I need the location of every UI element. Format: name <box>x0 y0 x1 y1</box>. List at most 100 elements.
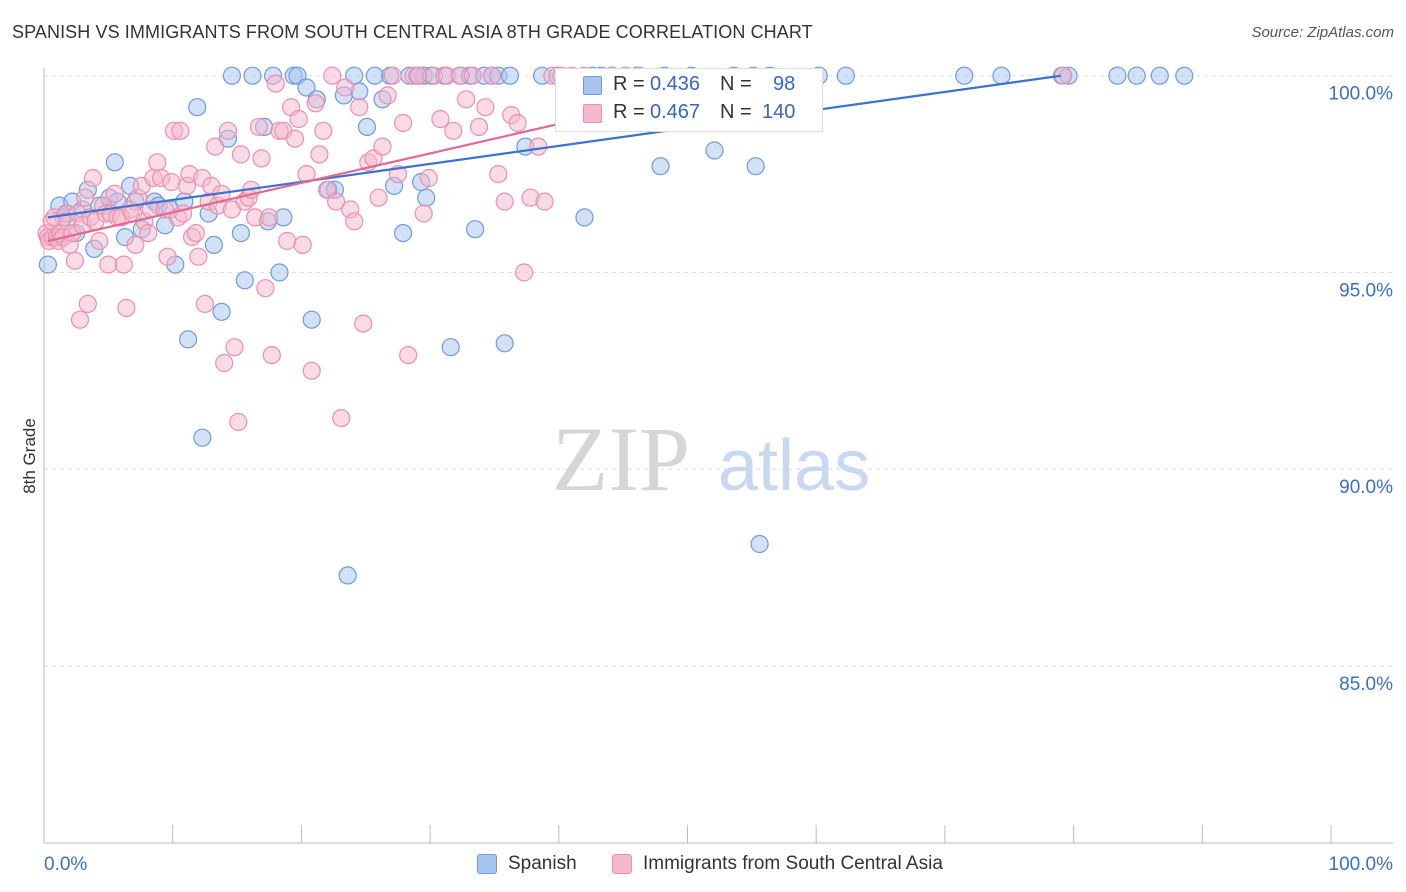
immigrants-point <box>336 78 355 97</box>
immigrants-point <box>195 294 214 313</box>
immigrants-point <box>373 137 392 156</box>
immigrants-point <box>350 98 369 117</box>
immigrants-point <box>414 204 433 223</box>
spanish-point <box>495 334 514 353</box>
immigrants-point <box>310 145 329 164</box>
immigrants-point <box>302 361 321 380</box>
immigrants-point <box>252 149 271 168</box>
watermark-atlas: atlas <box>718 426 870 506</box>
y-tick-label: 85.0% <box>1339 674 1393 695</box>
spanish-point <box>357 117 377 137</box>
immigrants-point <box>126 235 145 254</box>
immigrants-point <box>369 188 388 207</box>
immigrants-point <box>114 255 133 274</box>
immigrants-point <box>383 66 402 85</box>
spanish-point <box>1150 66 1169 85</box>
source-label: Source: ZipAtlas.com <box>1251 24 1394 41</box>
immigrants-point <box>139 224 158 243</box>
spanish-point <box>1127 66 1146 85</box>
spanish-point <box>204 235 223 254</box>
x-tick-label-max: 100.0% <box>1329 854 1394 875</box>
immigrants-point <box>171 121 190 140</box>
immigrants-point <box>90 231 109 251</box>
immigrants-point <box>260 208 279 227</box>
immigrants-point <box>293 235 312 254</box>
spanish-point <box>243 66 262 85</box>
immigrants-point <box>327 192 346 211</box>
immigrants-point <box>345 212 364 231</box>
stats-legend-row-immigrants: R = 0.467 N = 140 <box>556 101 822 127</box>
n-value-spanish: 98 <box>773 73 796 95</box>
immigrants-point <box>419 168 438 188</box>
y-tick-labels: 100.0% 95.0% 90.0% 85.0% <box>1329 84 1394 695</box>
spanish-point <box>466 220 485 239</box>
spanish-point <box>746 157 765 176</box>
spanish-point <box>231 224 250 243</box>
spanish-point <box>394 224 413 243</box>
n-label: N = <box>720 101 752 123</box>
immigrants-point <box>249 117 268 137</box>
axes <box>43 68 1393 844</box>
n-label: N = <box>720 73 752 95</box>
spanish-point <box>270 263 289 282</box>
immigrants-point <box>117 298 136 317</box>
immigrants-point <box>463 66 482 85</box>
y-tick-label: 100.0% <box>1329 84 1394 105</box>
spanish-point <box>651 157 670 176</box>
spanish-point <box>575 208 594 227</box>
immigrants-point <box>158 247 177 266</box>
spanish-point <box>297 78 316 97</box>
immigrants-point <box>495 192 514 211</box>
spanish-point <box>500 66 519 85</box>
immigrants-point <box>262 346 281 365</box>
immigrants-point <box>206 137 225 156</box>
stats-legend-row-spanish: R = 0.436 N = 98 <box>556 73 822 99</box>
y-tick-label: 90.0% <box>1339 477 1393 498</box>
immigrants-point <box>186 224 205 243</box>
spanish-point <box>193 428 212 447</box>
spanish-point <box>38 255 58 274</box>
immigrants-swatch <box>583 104 602 123</box>
spanish-swatch <box>583 76 602 95</box>
immigrants-point <box>306 94 325 113</box>
immigrants-point <box>469 117 489 137</box>
r-value-immigrants: 0.467 <box>650 101 701 123</box>
immigrants-point <box>256 279 275 298</box>
spanish-point <box>417 188 436 207</box>
series-immigrants-points <box>37 66 1073 432</box>
immigrants-point <box>76 188 95 207</box>
immigrants-point <box>148 153 167 172</box>
immigrants-point <box>229 412 248 432</box>
legend-label-spanish: Spanish <box>508 853 577 874</box>
spanish-swatch <box>477 854 497 874</box>
spanish-point <box>302 310 321 329</box>
immigrants-point <box>78 294 97 313</box>
immigrants-point <box>529 137 548 156</box>
immigrants-point <box>285 129 305 148</box>
immigrants-point <box>218 121 238 140</box>
r-value-spanish: 0.436 <box>650 73 701 95</box>
spanish-point <box>105 153 124 172</box>
x-tick-label-min: 0.0% <box>44 854 87 875</box>
immigrants-point <box>278 231 297 251</box>
immigrants-point <box>266 74 285 93</box>
immigrants-point <box>508 113 527 133</box>
immigrants-point <box>489 165 508 184</box>
n-value-immigrants: 140 <box>762 101 796 123</box>
immigrants-point <box>444 121 463 140</box>
immigrants-swatch <box>612 854 632 874</box>
immigrants-point <box>65 251 85 270</box>
immigrants-point <box>323 66 342 85</box>
spanish-point <box>1108 66 1127 85</box>
immigrants-point <box>215 353 234 373</box>
immigrants-point <box>482 66 501 85</box>
r-label: R = <box>613 73 645 95</box>
immigrants-point <box>105 184 124 203</box>
spanish-point <box>705 141 724 160</box>
stats-legend: R = 0.436 N = 98 R = 0.467 N = 140 <box>555 68 823 132</box>
immigrants-point <box>231 145 250 164</box>
immigrants-point <box>289 109 308 129</box>
spanish-point <box>365 66 384 85</box>
grid-lines <box>44 75 1393 667</box>
